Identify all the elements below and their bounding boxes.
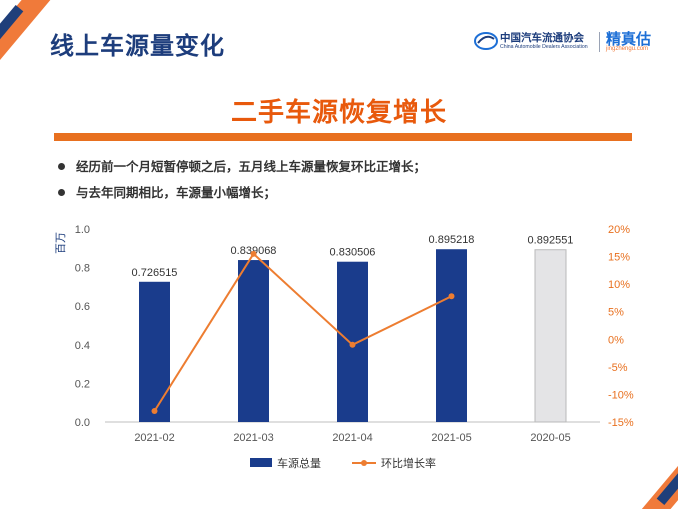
headline: 二手车源恢复增长 <box>230 97 447 127</box>
x-tick-label: 2020-05 <box>530 432 570 444</box>
logo-name-en: China Automobile Dealers Association <box>500 44 588 50</box>
logo-block: 中国汽车流通协会 China Automobile Dealers Associ… <box>474 28 664 56</box>
bar-data-label: 0.892551 <box>528 235 574 247</box>
bullet-list: 经历前一个月短暂停顿之后，五月线上车源量恢复环比正增长； 与去年同期相比，车源量… <box>56 157 426 209</box>
growth-rate-line <box>153 252 452 412</box>
x-tick-label: 2021-05 <box>431 432 471 444</box>
logo-separator <box>599 32 600 52</box>
x-tick-label: 2021-04 <box>332 432 372 444</box>
logo-name-cn: 中国汽车流通协会 <box>500 32 584 44</box>
bar <box>436 249 467 422</box>
vehicle-supply-chart: 0.0 0.2 0.4 0.6 0.8 1.0 百万 -15% -10% -5% 0% 5% 10% 15… <box>55 224 634 470</box>
growth-rate-point <box>250 250 257 257</box>
y2-tick-label: 15% <box>608 252 630 264</box>
legend-bar-swatch <box>250 458 272 467</box>
y2-tick-label: 5% <box>608 307 624 319</box>
brand-logo: 精真估 <box>606 31 652 48</box>
y2-tick-label: 0% <box>608 334 624 346</box>
legend-line-marker <box>361 460 367 466</box>
y-axis-label: 百万 <box>55 232 67 254</box>
brand-url: jingzhengu.com <box>606 46 649 52</box>
y2-tick-label: 20% <box>608 224 630 236</box>
cada-logo-icon <box>474 32 498 50</box>
legend-line-label: 环比增长率 <box>381 456 436 470</box>
corner-stripe-top-left-orange <box>0 0 53 67</box>
bar <box>139 281 170 422</box>
growth-rate-point <box>349 341 356 348</box>
y-tick-label: 0.0 <box>75 417 90 429</box>
bar-data-label: 0.726515 <box>132 267 178 279</box>
bar <box>238 260 269 422</box>
x-tick-label: 2021-02 <box>134 432 174 444</box>
y2-tick-label: 10% <box>608 279 630 291</box>
y-tick-label: 0.8 <box>75 263 90 275</box>
growth-rate-point <box>448 293 455 300</box>
legend-bar-label: 车源总量 <box>277 456 321 470</box>
y2-tick-label: -10% <box>608 389 634 401</box>
y2-tick-label: -15% <box>608 417 634 429</box>
y-tick-label: 0.6 <box>75 301 90 313</box>
y-tick-label: 0.4 <box>75 340 90 352</box>
y2-tick-label: -5% <box>608 362 628 374</box>
growth-rate-point <box>151 407 158 414</box>
y-tick-label: 0.2 <box>75 378 90 390</box>
x-tick-label: 2021-03 <box>233 432 273 444</box>
bullet-item: 经历前一个月短暂停顿之后，五月线上车源量恢复环比正增长； <box>56 157 426 183</box>
page-title: 线上车源量变化 <box>50 33 225 60</box>
headline-divider <box>54 133 632 141</box>
bar-data-label: 0.895218 <box>429 234 475 246</box>
bar-data-label: 0.830506 <box>330 247 376 259</box>
bullet-item: 与去年同期相比，车源量小幅增长； <box>56 183 426 209</box>
bar <box>534 249 567 423</box>
y-tick-label: 1.0 <box>75 224 90 236</box>
